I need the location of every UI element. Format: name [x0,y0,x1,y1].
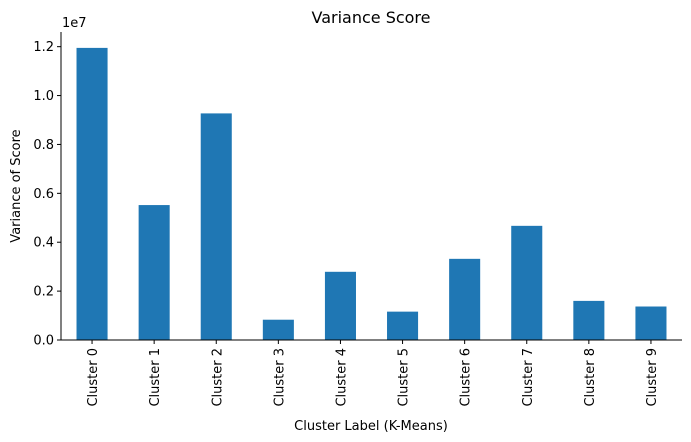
y-tick-label: 0.2 [33,285,54,300]
x-tick-label: Cluster 3 [272,348,287,407]
bar-cluster-2 [200,113,232,341]
x-tick-label: Cluster 2 [210,348,225,407]
y-tick-label: 0.6 [33,187,54,202]
bar-cluster-6 [449,258,481,340]
bar-cluster-4 [324,271,356,340]
y-tick-label: 0.0 [33,334,54,349]
chart-title: Variance Score [311,8,430,27]
x-tick-label: Cluster 9 [645,348,660,407]
x-tick-label: Cluster 1 [148,348,163,407]
bar-cluster-9 [635,306,667,340]
y-tick-label: 1.0 [33,89,54,104]
y-axis-ticks: 0.0 0.2 0.4 0.6 0.8 1.0 1.2 [33,40,61,349]
x-axis-ticks: Cluster 0 Cluster 1 Cluster 2 Cluster 3 Clus… [86,340,660,407]
x-tick-label: Cluster 5 [397,348,412,407]
x-tick-label: Cluster 8 [583,348,598,407]
y-axis-offset-label: 1e7 [62,16,87,31]
x-tick-label: Cluster 4 [334,348,349,407]
bar-cluster-7 [511,225,543,340]
x-tick-label: Cluster 7 [521,348,536,407]
y-tick-label: 0.4 [33,236,54,251]
x-tick-label: Cluster 6 [459,348,474,407]
bar-cluster-0 [76,47,108,340]
y-tick-label: 1.2 [33,40,54,55]
x-axis-label: Cluster Label (K-Means) [294,419,448,434]
bar-cluster-1 [138,205,170,340]
bars-group [76,47,667,341]
y-tick-label: 0.8 [33,138,54,153]
bar-cluster-3 [262,319,294,340]
x-tick-label: Cluster 0 [86,348,101,407]
y-axis-label: Variance of Score [9,129,24,242]
bar-cluster-8 [573,300,605,340]
bar-cluster-5 [387,311,419,340]
